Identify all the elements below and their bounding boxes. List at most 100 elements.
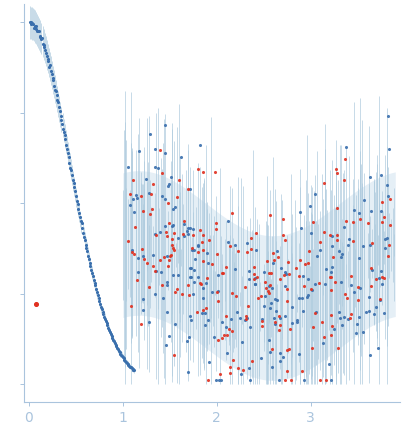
Point (328, 274, 334, 281)
Point (52, 86, 58, 93)
Point (170, 352, 177, 359)
Point (238, 370, 245, 377)
Point (339, 321, 346, 328)
Point (320, 339, 326, 346)
Point (181, 218, 187, 225)
Point (116, 347, 122, 354)
Point (172, 288, 178, 295)
Point (381, 213, 387, 220)
Point (342, 156, 349, 163)
Point (319, 319, 326, 326)
Point (252, 229, 259, 236)
Point (245, 267, 252, 274)
Point (103, 318, 109, 325)
Point (382, 235, 389, 242)
Point (274, 248, 280, 255)
Point (90, 273, 96, 280)
Point (153, 268, 160, 275)
Point (302, 261, 308, 268)
Point (165, 200, 172, 207)
Point (234, 247, 241, 254)
Point (367, 242, 374, 249)
Point (185, 281, 191, 288)
Point (72, 187, 78, 194)
Point (165, 263, 172, 270)
Point (130, 251, 137, 258)
Point (217, 371, 223, 378)
Point (187, 225, 193, 232)
Point (34, 27, 40, 34)
Point (170, 244, 176, 251)
Point (283, 297, 290, 304)
Point (166, 256, 173, 263)
Point (328, 323, 335, 329)
Point (192, 255, 198, 262)
Point (242, 315, 249, 322)
Point (131, 208, 137, 215)
Point (270, 250, 276, 257)
Point (42, 46, 48, 53)
Point (66, 159, 73, 166)
Point (80, 229, 86, 236)
Point (246, 275, 252, 282)
Point (139, 245, 145, 252)
Point (328, 377, 335, 384)
Point (338, 279, 345, 286)
Point (329, 263, 336, 270)
Point (368, 239, 375, 246)
Point (163, 229, 170, 236)
Point (131, 367, 137, 374)
Point (348, 281, 354, 288)
Point (30, 20, 36, 27)
Point (103, 320, 110, 327)
Point (378, 268, 384, 275)
Point (233, 292, 239, 299)
Point (65, 149, 71, 156)
Point (223, 323, 229, 330)
Point (137, 320, 144, 327)
Point (335, 344, 341, 351)
Point (267, 348, 273, 355)
Point (250, 271, 257, 278)
Point (107, 330, 114, 337)
Point (386, 146, 392, 153)
Point (166, 180, 173, 187)
Point (235, 365, 242, 372)
Point (93, 285, 99, 292)
Point (106, 326, 112, 333)
Point (261, 303, 267, 310)
Point (227, 243, 233, 250)
Point (215, 271, 221, 278)
Point (86, 259, 93, 266)
Point (294, 319, 300, 326)
Point (175, 177, 182, 184)
Point (68, 166, 74, 173)
Point (164, 252, 170, 259)
Point (125, 361, 132, 368)
Point (185, 224, 191, 231)
Point (367, 352, 374, 359)
Point (78, 217, 84, 224)
Point (213, 225, 219, 232)
Point (53, 88, 59, 95)
Point (375, 345, 381, 352)
Point (150, 180, 156, 187)
Point (296, 351, 303, 358)
Point (91, 279, 98, 286)
Point (309, 344, 315, 351)
Point (381, 309, 387, 316)
Point (187, 274, 194, 281)
Point (75, 206, 82, 213)
Point (213, 219, 220, 226)
Point (87, 263, 94, 270)
Point (170, 271, 176, 278)
Point (48, 71, 55, 78)
Point (246, 365, 252, 372)
Point (251, 276, 258, 283)
Point (45, 58, 52, 65)
Point (275, 253, 281, 260)
Point (356, 209, 362, 216)
Point (214, 288, 221, 295)
Point (152, 146, 159, 153)
Point (270, 259, 276, 266)
